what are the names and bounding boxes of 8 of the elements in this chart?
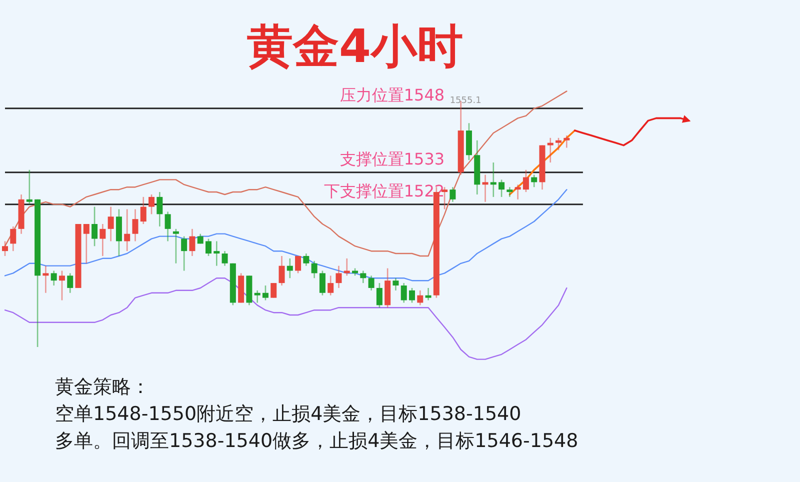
text: 黄金策略： [55, 376, 150, 398]
annotation: 1555.1 [450, 96, 482, 106]
candlestick [270, 282, 277, 298]
text: 多单。回调至1538-1540做多，止损4美金，目标1546-1548 [55, 430, 578, 452]
text: 空单1548-1550附近空，止损4美金，目标1538-1540 [55, 403, 522, 425]
ref-line-label: 压力位置1548 [340, 85, 445, 104]
chart-title: 黄金4小时 [246, 19, 464, 73]
ref-line-label: 支撑位置1533 [340, 149, 445, 168]
